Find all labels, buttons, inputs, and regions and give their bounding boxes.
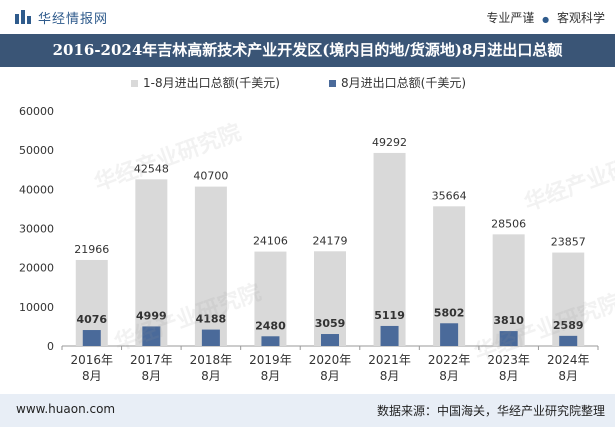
legend-label-1: 1-8月进出口总额(千美元) <box>143 76 280 90</box>
bar-series2 <box>440 323 459 346</box>
bar-series2 <box>82 330 101 346</box>
bar-series1 <box>254 251 287 346</box>
brand-name: 华经情报网 <box>38 12 109 27</box>
x-tick-label: 2021年 8月 <box>368 353 411 383</box>
data-label-series2: 3810 <box>493 314 524 327</box>
chart-title: 2016-2024年吉林高新技术产业开发区(境内目的地/货源地)8月进出口总额 <box>0 34 615 67</box>
data-label-series2: 4076 <box>76 313 107 326</box>
slogan: 专业严谨 ● 客观科学 <box>486 9 605 26</box>
x-tick-label: 2018年 8月 <box>190 353 233 383</box>
data-label-series1: 23857 <box>551 236 586 249</box>
top-bar: 华经情报网 专业严谨 ● 客观科学 <box>0 0 615 34</box>
legend-label-2: 8月进出口总额(千美元) <box>341 76 466 90</box>
y-tick-label: 40000 <box>19 183 54 196</box>
footer-url[interactable]: www.huaon.com <box>16 402 116 416</box>
legend-swatch-1 <box>131 80 138 87</box>
data-label-series1: 24179 <box>313 234 348 247</box>
x-tick-label: 2020年 8月 <box>309 353 352 383</box>
bar-series1 <box>373 152 406 346</box>
bar-chart: 1-8月进出口总额(千美元) 8月进出口总额(千美元) 0 10000 20000 300… <box>19 76 599 383</box>
x-tick-label: 2023年 8月 <box>487 353 530 383</box>
y-tick-label: 10000 <box>19 301 54 314</box>
slogan-separator: ● <box>542 15 550 24</box>
y-tick-label: 0 <box>47 340 54 353</box>
data-label-series1: 42548 <box>134 162 169 175</box>
bar-series2 <box>261 336 280 346</box>
legend-swatch-2 <box>329 80 336 87</box>
bar-series1 <box>135 179 168 346</box>
bar-series1 <box>552 252 585 346</box>
data-source: 数据来源：中国海关，华经产业研究院整理 <box>376 404 605 418</box>
bar-series2 <box>142 326 161 346</box>
bar-series2 <box>321 334 339 346</box>
y-tick-label: 30000 <box>19 223 54 236</box>
data-label-series2: 3059 <box>315 317 346 330</box>
data-label-series1: 40700 <box>193 170 228 183</box>
data-label-series1: 21966 <box>74 243 109 256</box>
y-tick-label: 50000 <box>19 144 54 157</box>
bar-series1 <box>492 234 525 346</box>
data-label-series1: 35664 <box>432 189 467 202</box>
bar-series2 <box>380 325 399 346</box>
bar-series1 <box>433 206 466 346</box>
logo-icon <box>15 10 31 24</box>
bar-series2 <box>499 331 518 346</box>
bar-series2 <box>559 335 578 346</box>
x-tick-label: 2016年 8月 <box>71 353 114 383</box>
data-label-series2: 5119 <box>374 309 405 322</box>
bar-series1 <box>194 186 227 346</box>
data-label-series2: 4999 <box>136 309 167 322</box>
x-tick-label: 2017年 8月 <box>130 353 173 383</box>
data-label-series2: 5802 <box>434 306 465 319</box>
bar-series2 <box>201 329 220 346</box>
data-label-series1: 28506 <box>491 217 526 230</box>
data-label-series2: 4188 <box>196 313 227 326</box>
data-label-series1: 24106 <box>253 235 288 248</box>
data-label-series1: 49292 <box>372 136 407 149</box>
x-tick-label: 2022年 8月 <box>428 353 471 383</box>
x-tick-label: 2019年 8月 <box>249 353 292 383</box>
bar-series1 <box>314 251 346 346</box>
slogan-right: 客观科学 <box>556 11 605 25</box>
x-tick-label: 2024年 8月 <box>547 353 590 383</box>
data-label-series2: 2480 <box>255 319 286 332</box>
y-tick-label: 20000 <box>19 262 54 275</box>
slogan-left: 专业严谨 <box>486 11 535 25</box>
footer: www.huaon.com 数据来源：中国海关，华经产业研究院整理 <box>0 394 615 427</box>
data-label-series2: 2589 <box>553 319 584 332</box>
y-tick-label: 60000 <box>19 105 54 118</box>
